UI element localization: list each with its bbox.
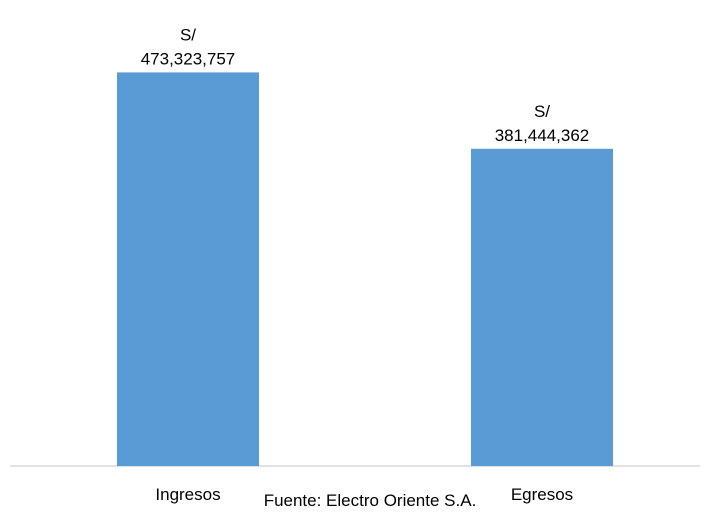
- data-label-egresos-line-1: S/: [534, 102, 550, 121]
- bars-layer: [117, 72, 613, 467]
- data-labels-layer: S/473,323,757 S/381,444,362: [141, 25, 590, 144]
- x-tick-label-egresos: Egresos: [511, 485, 573, 504]
- data-label-ingresos-line-1: S/: [180, 25, 196, 44]
- source-note: Fuente: Electro Oriente S.A.: [264, 491, 477, 510]
- tick-labels-layer: Ingresos Egresos: [155, 485, 573, 504]
- x-tick-label-ingresos: Ingresos: [155, 485, 220, 504]
- bar-egresos: [471, 148, 613, 467]
- data-label-ingresos-line-2: 473,323,757: [141, 49, 236, 68]
- data-label-egresos-line-2: 381,444,362: [495, 126, 590, 145]
- bar-ingresos: [117, 72, 259, 467]
